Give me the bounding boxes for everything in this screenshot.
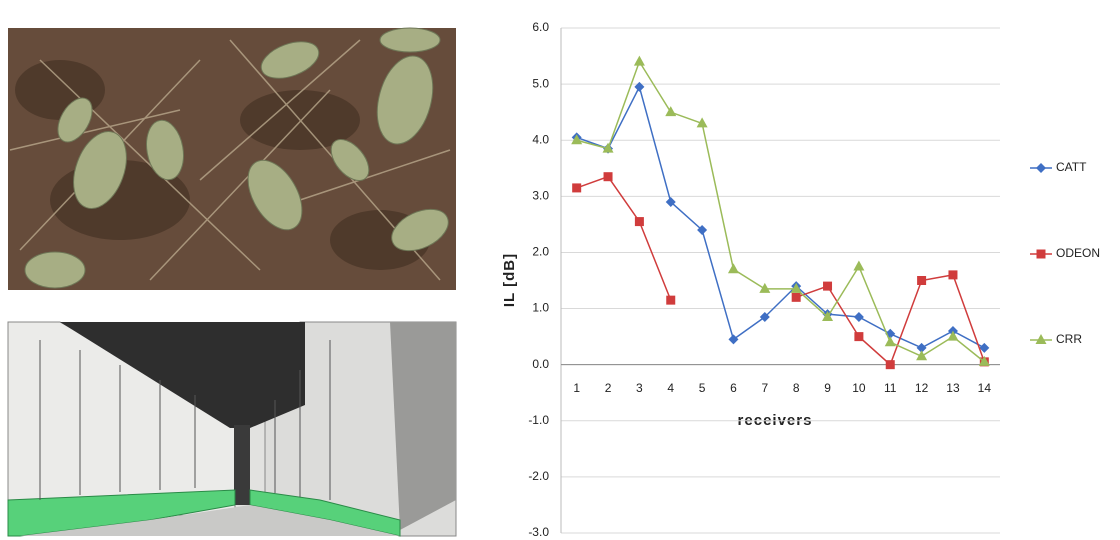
marker <box>665 106 676 116</box>
series-line <box>577 62 985 362</box>
marker <box>948 270 957 279</box>
y-tick-label: 6.0 <box>532 20 549 34</box>
y-tick-label: 3.0 <box>532 189 549 203</box>
marker <box>854 312 864 322</box>
legend-marker <box>1036 334 1047 344</box>
x-tick-label: 1 <box>573 381 580 395</box>
y-tick-label: 2.0 <box>532 245 549 259</box>
x-tick-label: 14 <box>978 381 992 395</box>
marker <box>853 260 864 270</box>
x-tick-label: 11 <box>884 381 897 395</box>
marker <box>728 263 739 273</box>
marker <box>885 336 896 346</box>
x-tick-label: 4 <box>667 381 674 395</box>
marker <box>917 276 926 285</box>
marker <box>635 217 644 226</box>
x-tick-label: 8 <box>793 381 800 395</box>
legend-marker <box>1036 163 1046 173</box>
y-tick-label: -1.0 <box>528 413 549 427</box>
y-tick-label: 5.0 <box>532 76 549 90</box>
y-tick-label: -2.0 <box>528 469 549 483</box>
photo <box>8 28 456 290</box>
legend-label: CATT <box>1056 160 1087 174</box>
legend-item: CATT <box>1030 160 1087 174</box>
x-tick-label: 10 <box>852 381 866 395</box>
legend-label: ODEON <box>1056 246 1100 260</box>
marker <box>728 334 738 344</box>
y-axis-label: IL [dB] <box>501 253 518 307</box>
legend-marker <box>1037 250 1046 259</box>
marker <box>792 293 801 302</box>
marker <box>634 56 645 66</box>
marker <box>854 332 863 341</box>
y-tick-label: -3.0 <box>528 525 549 539</box>
rendering <box>8 322 456 536</box>
marker <box>822 311 833 321</box>
marker <box>886 360 895 369</box>
marker <box>759 283 770 293</box>
legend-label: CRR <box>1056 332 1082 346</box>
y-tick-label: 0.0 <box>532 357 549 371</box>
x-tick-label: 12 <box>915 381 929 395</box>
marker <box>791 283 802 293</box>
x-tick-label: 13 <box>946 381 960 395</box>
legend-item: CRR <box>1030 332 1082 346</box>
y-tick-label: 4.0 <box>532 132 549 146</box>
marker <box>666 296 675 305</box>
x-tick-label: 5 <box>699 381 706 395</box>
legend-item: ODEON <box>1030 246 1100 260</box>
y-tick-label: 1.0 <box>532 301 549 315</box>
figure: receivers IL [dB] -3.0-2.0-1.00.01.02.03… <box>0 0 1120 540</box>
marker <box>572 183 581 192</box>
x-tick-label: 9 <box>824 381 831 395</box>
x-tick-label: 6 <box>730 381 737 395</box>
series-line <box>577 177 985 365</box>
x-tick-label: 2 <box>605 381 612 395</box>
x-tick-label: 3 <box>636 381 643 395</box>
marker <box>823 282 832 291</box>
marker <box>634 82 644 92</box>
marker <box>604 172 613 181</box>
x-tick-label: 7 <box>761 381 768 395</box>
